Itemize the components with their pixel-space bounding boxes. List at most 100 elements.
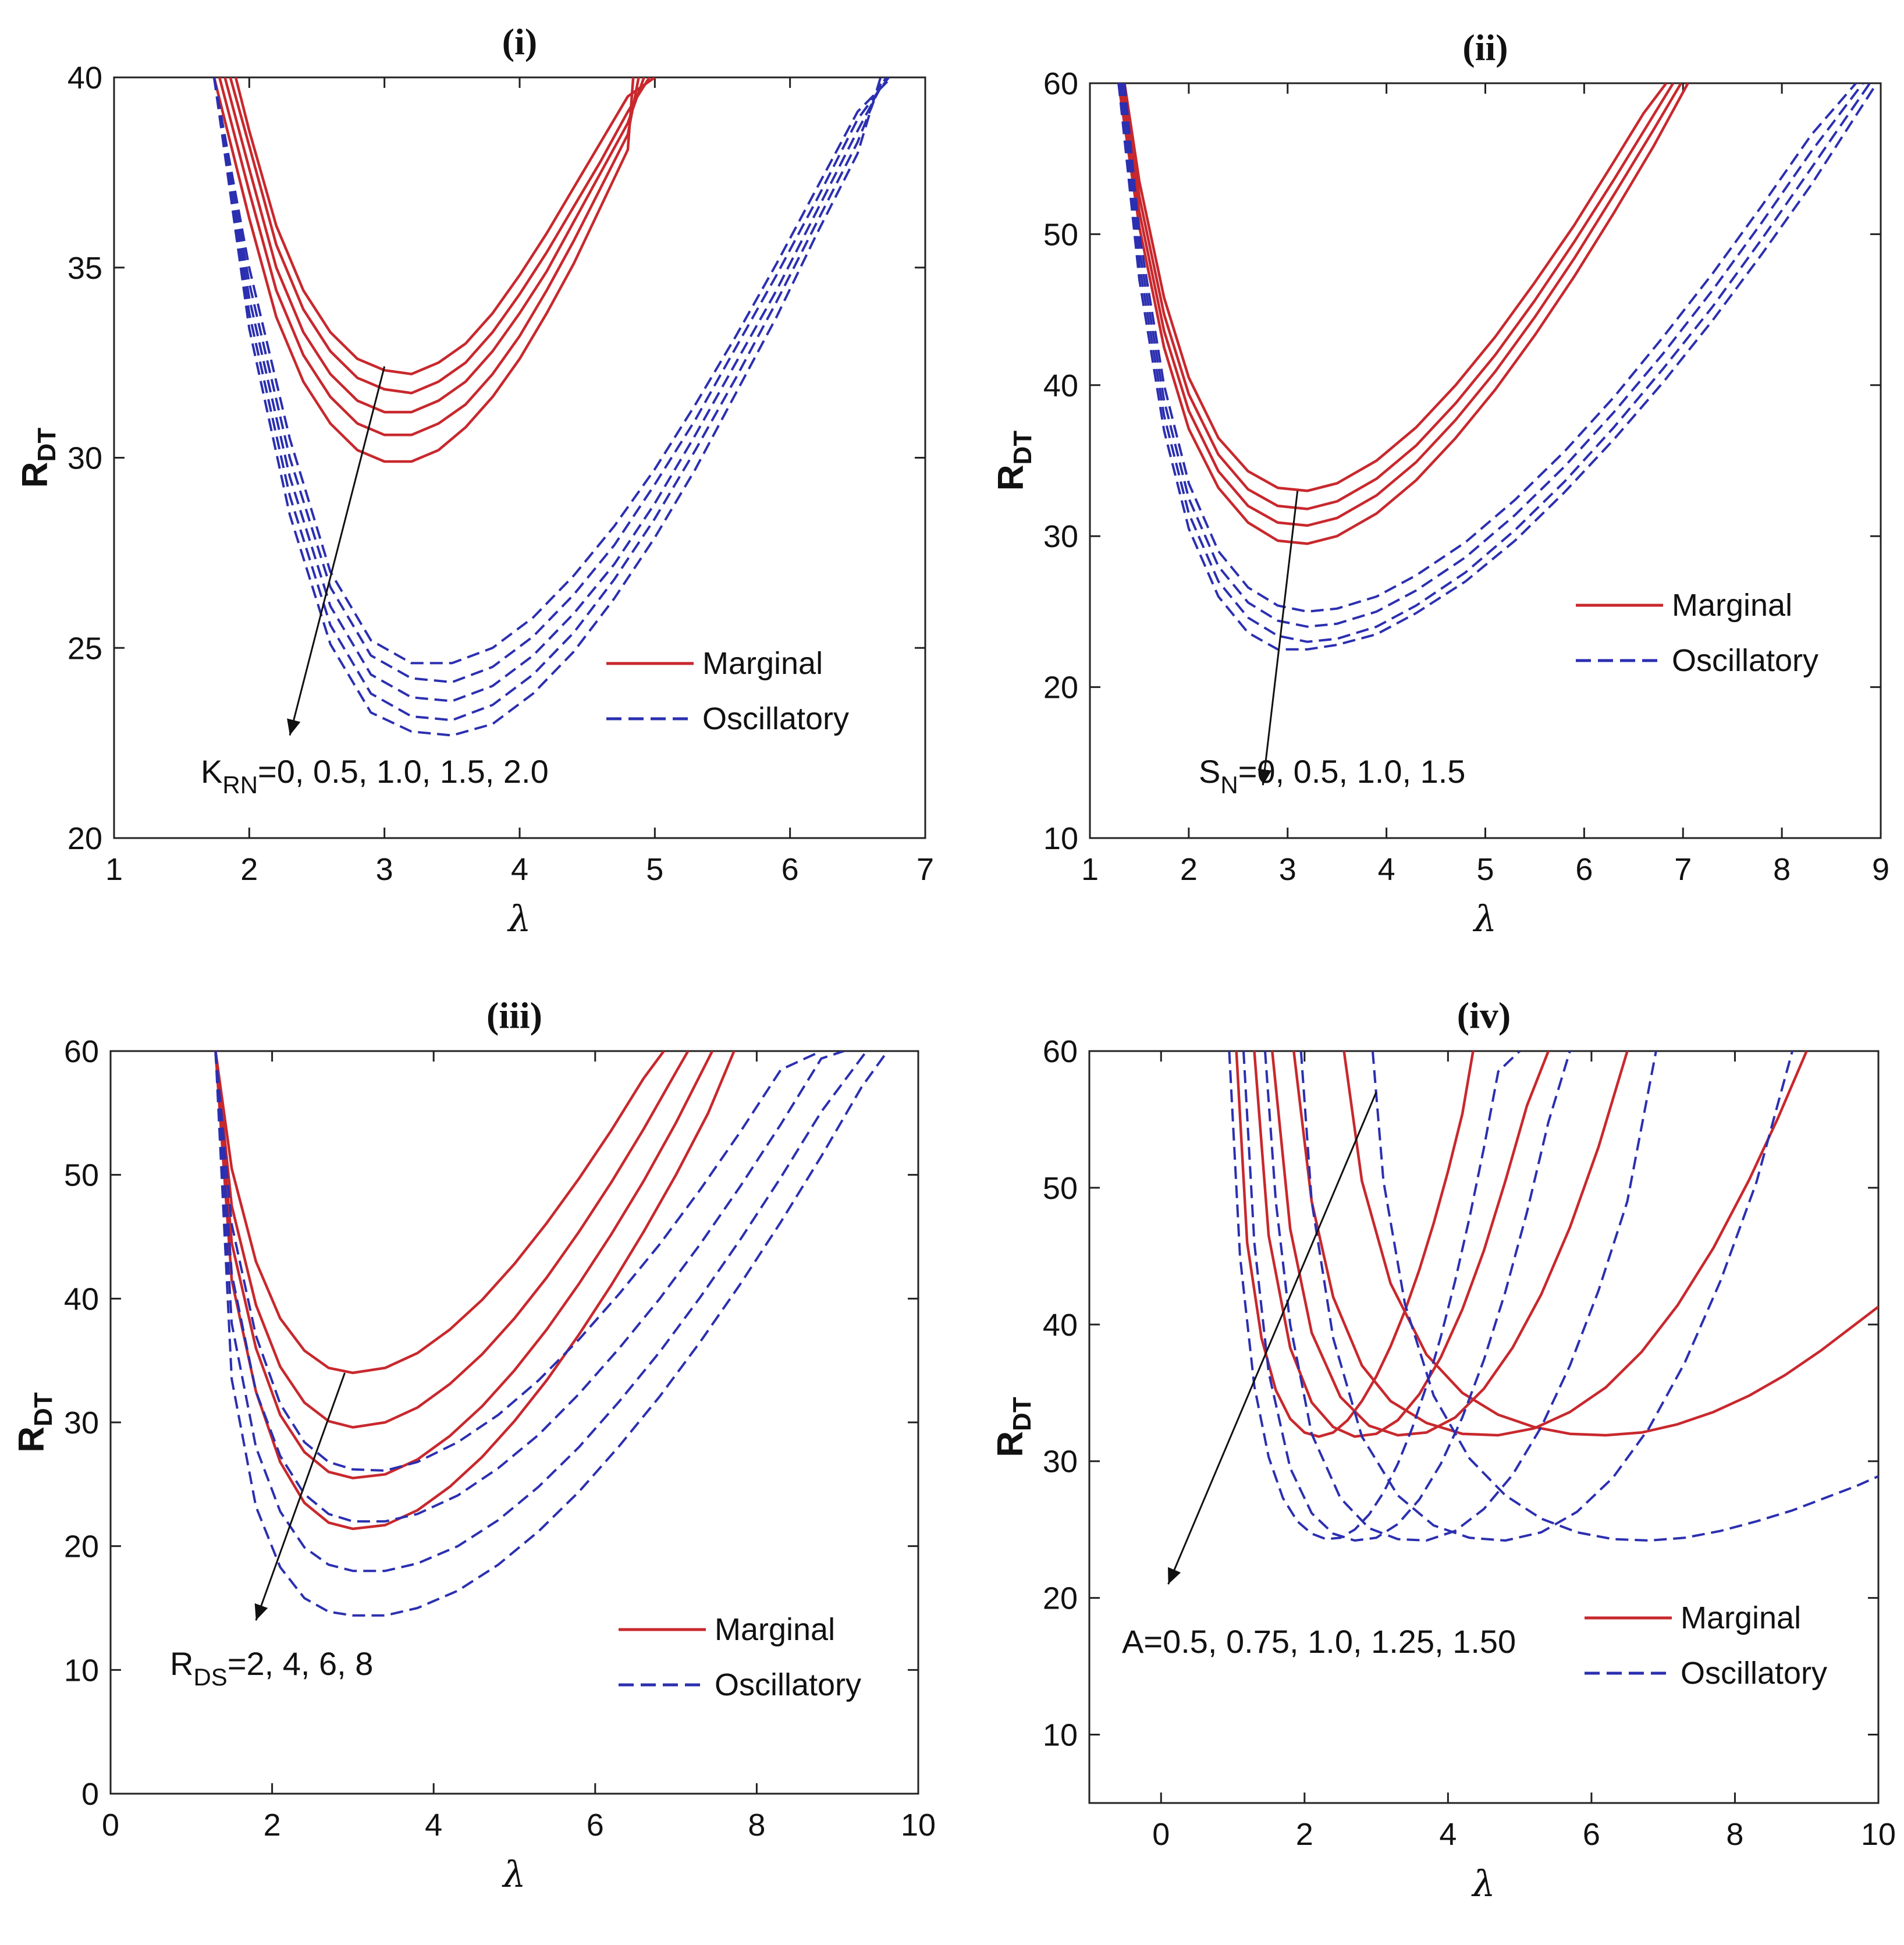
marginal-curve: [1123, 83, 1668, 492]
marginal-curve: [214, 1051, 690, 1429]
x-tick-label: 1: [1081, 852, 1099, 887]
marginal-curve: [1121, 83, 1675, 510]
oscillatory-curve: [214, 1051, 868, 1573]
x-tick-label: 8: [1773, 852, 1791, 887]
oscillatory-curve: [1371, 1051, 1878, 1542]
y-tick-label: 40: [64, 1282, 99, 1316]
oscillatory-curve: [212, 77, 890, 684]
panel-2: (ii) 1 2 3 4 5 6 7 8 9 10 20 30 40 50 60 λ RDT SN=0, 0.5, …: [991, 27, 1889, 940]
legend-oscillatory-label: Oscillatory: [1681, 1656, 1827, 1691]
y-tick-label: 25: [68, 631, 102, 666]
x-tick-label: 0: [102, 1808, 119, 1843]
x-tick-label: 4: [1439, 1817, 1457, 1852]
y-axis-label: RDT: [991, 431, 1037, 491]
x-tick-label: 4: [425, 1808, 442, 1843]
oscillatory-curve: [1117, 83, 1878, 651]
x-tick-label: 1: [105, 852, 123, 887]
y-tick-label: 20: [1043, 670, 1078, 705]
oscillatory-curve: [212, 77, 887, 702]
y-tick-label: 30: [68, 441, 102, 476]
legend: Marginal Oscillatory: [1585, 1600, 1827, 1691]
y-tick-label: 20: [64, 1529, 99, 1564]
x-tick-label: 4: [511, 852, 528, 887]
x-axis-label: λ: [1472, 897, 1497, 940]
oscillatory-curve: [1299, 1051, 1794, 1542]
x-tick-label: 10: [901, 1808, 936, 1843]
y-tick-label: 60: [64, 1034, 99, 1069]
series-group: [214, 1051, 889, 1617]
marginal-curve: [1117, 83, 1689, 545]
panel-title: (iv): [1457, 995, 1511, 1036]
trend-arrow: [254, 1372, 346, 1621]
legend-marginal-label: Marginal: [1672, 588, 1792, 623]
y-tick-label: 10: [64, 1653, 99, 1688]
y-tick-label: 30: [1043, 1444, 1078, 1479]
oscillatory-curve: [212, 77, 893, 665]
y-tick-label: 30: [64, 1405, 99, 1440]
marginal-curve: [234, 77, 656, 375]
y-axis-label: RDT: [12, 1392, 58, 1453]
y-tick-label: 0: [81, 1777, 99, 1812]
legend: Marginal Oscillatory: [1576, 588, 1818, 678]
x-tick-label: 6: [587, 1808, 604, 1843]
y-tick-label: 60: [1043, 66, 1078, 101]
legend-marginal-label: Marginal: [702, 646, 823, 681]
x-tick-label: 3: [376, 852, 393, 887]
x-tick-label: 4: [1378, 852, 1395, 887]
x-tick-label: 2: [1180, 852, 1198, 887]
plot-frame: [1089, 82, 1882, 839]
marginal-curve: [1235, 1051, 1475, 1438]
oscillatory-curve: [214, 1051, 889, 1617]
x-tick-label: 2: [1296, 1817, 1313, 1852]
y-axis-label: RDT: [15, 428, 61, 488]
x-axis-label: λ: [501, 1853, 525, 1896]
oscillatory-curve: [1119, 83, 1871, 643]
y-tick-label: 50: [64, 1158, 99, 1193]
parameter-annotation: RDS=2, 4, 6, 8: [170, 1645, 373, 1691]
panel-1: (i) 1 2 3 4 5 6 7 20 25 30 35 40 λ RDT KRN=0, 0.5, 1.0,…: [15, 21, 934, 940]
y-tick-label: 40: [1043, 1308, 1078, 1343]
series-group: [1117, 83, 1878, 651]
parameter-annotation: KRN=0, 0.5, 1.0, 1.5, 2.0: [201, 753, 549, 798]
x-tick-label: 7: [917, 852, 934, 887]
marginal-curve: [229, 77, 651, 395]
panel-3: (iii) 0 2 4 6 8 10 0 10 20 30 40 50 60 λ RDT RDS=2, 4, 6…: [12, 995, 936, 1896]
legend: Marginal Oscillatory: [619, 1612, 861, 1702]
panel-title: (iii): [486, 995, 542, 1036]
y-axis-label: RDT: [990, 1397, 1036, 1457]
oscillatory-curve: [1242, 1051, 1571, 1542]
trend-arrow: [1167, 1091, 1377, 1585]
x-tick-label: 6: [1575, 852, 1593, 887]
x-tick-label: 2: [240, 852, 258, 887]
marginal-curve: [214, 1051, 736, 1531]
legend-marginal-label: Marginal: [715, 1612, 835, 1647]
oscillatory-curve: [1228, 1051, 1521, 1541]
parameter-annotation: A=0.5, 0.75, 1.0, 1.25, 1.50: [1122, 1623, 1516, 1660]
trend-arrow: [287, 366, 386, 736]
oscillatory-curve: [214, 1051, 822, 1472]
y-tick-label: 60: [1043, 1034, 1078, 1069]
x-tick-label: 3: [1279, 852, 1296, 887]
marginal-curve: [212, 77, 635, 463]
panel-title: (ii): [1462, 27, 1508, 68]
x-tick-label: 2: [264, 1808, 281, 1843]
y-tick-label: 10: [1043, 1718, 1078, 1753]
series-group: [1228, 1051, 1878, 1542]
y-tick-label: 20: [1043, 1581, 1078, 1616]
x-tick-label: 8: [1726, 1817, 1743, 1852]
marginal-curve: [1342, 1051, 1878, 1437]
x-tick-label: 6: [1583, 1817, 1600, 1852]
parameter-annotation: SN=0, 0.5, 1.0, 1.5: [1199, 753, 1465, 798]
y-tick-label: 30: [1043, 519, 1078, 554]
marginal-curve: [1119, 83, 1682, 527]
marginal-curve: [1292, 1051, 1808, 1437]
x-tick-label: 5: [1476, 852, 1494, 887]
legend-oscillatory-label: Oscillatory: [1672, 643, 1818, 678]
y-tick-label: 50: [1043, 1171, 1078, 1206]
legend-oscillatory-label: Oscillatory: [715, 1667, 861, 1702]
x-axis-label: λ: [506, 897, 531, 940]
oscillatory-curve: [1264, 1051, 1657, 1542]
marginal-curve: [214, 1051, 665, 1375]
marginal-curve: [218, 77, 640, 436]
